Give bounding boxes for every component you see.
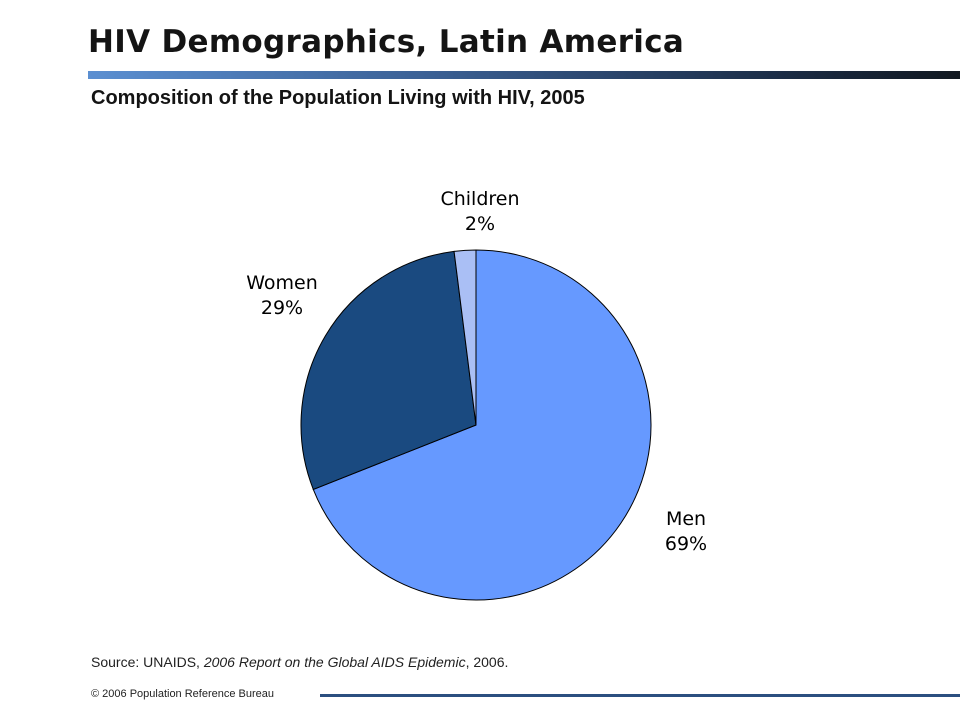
title-underline-rule (88, 71, 960, 79)
slice-label-women: Women (246, 272, 318, 294)
slice-value-men: 69% (665, 533, 707, 555)
source-note: Source: UNAIDS, 2006 Report on the Globa… (91, 654, 508, 670)
slice-label-children: Children (440, 188, 519, 210)
pie-slice-men (312, 249, 652, 601)
footer-rule (320, 694, 960, 697)
slice-label-men: Men (666, 508, 706, 530)
source-suffix: , 2006. (465, 654, 509, 670)
copyright-footer: © 2006 Population Reference Bureau (91, 688, 275, 700)
chart-subtitle: Composition of the Population Living wit… (91, 87, 585, 109)
pie-slice-women (300, 250, 477, 491)
page-title: HIV Demographics, Latin America (88, 24, 685, 60)
source-report-title: 2006 Report on the Global AIDS Epidemic (203, 654, 466, 670)
source-prefix: Source: UNAIDS, (91, 654, 204, 670)
slice-value-children: 2% (465, 213, 495, 235)
slice-value-women: 29% (261, 297, 303, 319)
pie-slice-children (453, 249, 477, 426)
